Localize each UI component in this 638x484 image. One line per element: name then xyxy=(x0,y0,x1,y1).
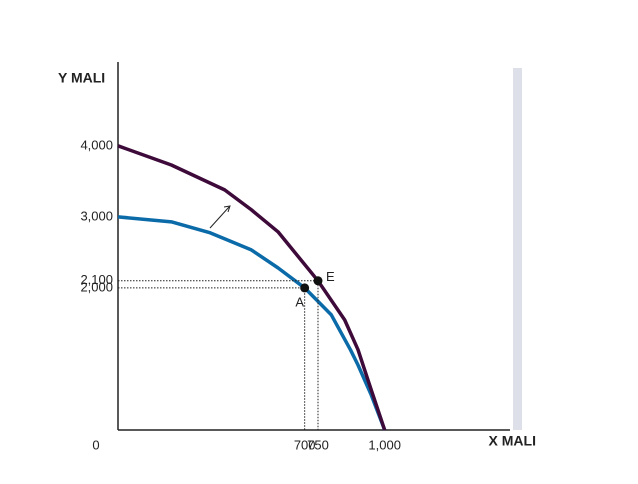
point xyxy=(300,283,310,293)
curve xyxy=(117,144,387,431)
y-tick-label: 4,000 xyxy=(80,137,113,152)
y-tick-label: 2,000 xyxy=(80,279,113,294)
point xyxy=(313,276,323,286)
y-tick-label: 3,000 xyxy=(80,208,113,223)
point-label: A xyxy=(295,294,304,309)
y-axis-title: Y MALI xyxy=(58,70,105,86)
x-tick-label: 1,000 xyxy=(368,437,401,452)
x-tick-label: 750 xyxy=(307,437,329,452)
guide-line xyxy=(118,287,306,430)
point-label: E xyxy=(326,269,335,284)
guide-line xyxy=(118,280,319,430)
x-axis-title: X MALI xyxy=(489,433,536,449)
shift-arrow-head xyxy=(223,205,231,213)
x-tick-label: 0 xyxy=(92,437,99,452)
shift-arrow xyxy=(209,206,230,229)
frame-shadow xyxy=(513,68,522,430)
x-tick-label: 700 xyxy=(294,437,316,452)
y-tick-label: 2,100 xyxy=(80,272,113,287)
